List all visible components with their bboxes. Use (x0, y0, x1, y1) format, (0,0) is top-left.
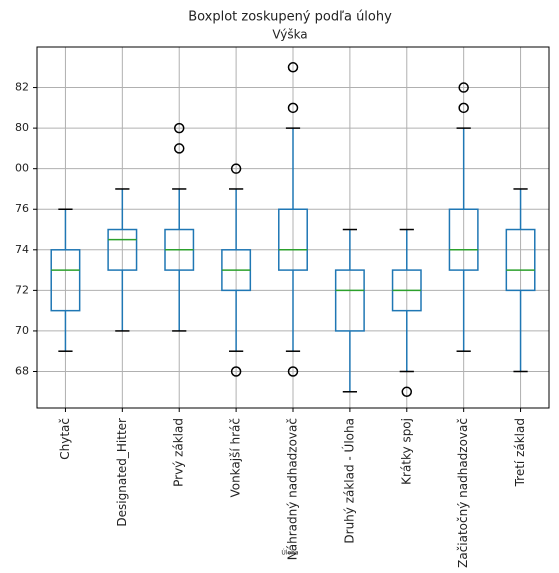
x-tick-label: Druhý základ - Úloha (341, 418, 356, 544)
outlier (287, 366, 299, 377)
box (505, 228, 536, 292)
box (448, 208, 479, 271)
x-tick-label: Začiatočný nadhadzovač (456, 418, 470, 568)
outlier (230, 366, 242, 377)
x-tick-label: Tretí základ (513, 418, 527, 487)
box (50, 249, 81, 312)
chart-title: Boxplot zoskupený podľa úlohy (188, 10, 392, 25)
outlier (230, 163, 242, 174)
y-tick-label: 00 (15, 162, 29, 175)
x-axis-label: Úloha (281, 550, 299, 557)
x-tick-label: Krátky spoj (399, 418, 413, 485)
y-tick-label: 68 (15, 364, 29, 377)
box (334, 269, 365, 332)
x-tick-label: Prvý základ (172, 418, 186, 487)
y-tick-label: 70 (15, 324, 29, 337)
outlier (173, 143, 185, 154)
outlier (287, 102, 299, 114)
outlier (401, 386, 413, 398)
outlier (458, 102, 469, 114)
x-tick-label: Vonkajší hráč (229, 418, 243, 498)
x-tick-label: Chytač (58, 418, 72, 460)
box (107, 228, 138, 271)
chart-subtitle: Výška (272, 28, 307, 42)
box (278, 208, 308, 271)
y-tick-label: 80 (15, 121, 29, 134)
y-tick-label: 74 (15, 243, 29, 256)
y-tick-label: 72 (15, 283, 29, 296)
y-tick-label: 76 (15, 202, 29, 215)
y-tick-label: 82 (15, 81, 29, 94)
outlier (458, 82, 469, 93)
outlier (173, 122, 185, 134)
x-tick-label: Designated_Hitter (115, 418, 129, 527)
x-tick-label: Náhradný nadhadzovač (286, 418, 300, 560)
outlier (287, 62, 299, 73)
plot-frame (36, 46, 550, 409)
